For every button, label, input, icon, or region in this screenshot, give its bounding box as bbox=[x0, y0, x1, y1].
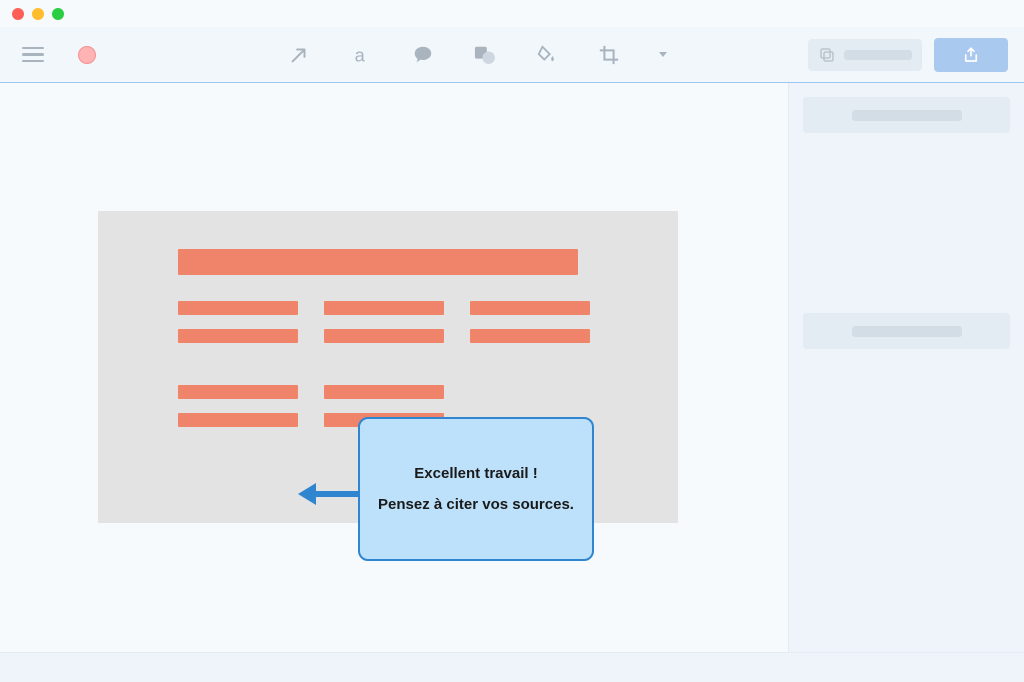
doc-row-1 bbox=[178, 301, 598, 343]
annotation-callout[interactable]: Excellent travail ! Pensez à citer vos s… bbox=[358, 417, 594, 561]
speech-bubble-icon bbox=[412, 44, 434, 66]
share-icon bbox=[962, 46, 980, 64]
fill-tool[interactable] bbox=[530, 38, 564, 72]
main-area: Excellent travail ! Pensez à citer vos s… bbox=[0, 83, 1024, 652]
record-button[interactable] bbox=[70, 38, 104, 72]
doc-title-bar bbox=[178, 249, 578, 275]
copy-label-placeholder bbox=[844, 50, 912, 60]
tool-palette: a bbox=[160, 38, 794, 72]
arrow-icon bbox=[288, 44, 310, 66]
comment-tool[interactable] bbox=[406, 38, 440, 72]
copy-icon bbox=[818, 46, 836, 64]
zoom-window-icon[interactable] bbox=[52, 8, 64, 20]
copy-button[interactable] bbox=[808, 39, 922, 71]
menu-button[interactable] bbox=[16, 38, 50, 72]
hamburger-icon bbox=[22, 47, 44, 63]
text-tool[interactable]: a bbox=[344, 38, 378, 72]
sidebar-card-1[interactable] bbox=[803, 97, 1010, 133]
paint-drop-icon bbox=[536, 44, 558, 66]
crop-icon bbox=[598, 44, 620, 66]
sidebar-card-2[interactable] bbox=[803, 313, 1010, 349]
shape-tool[interactable] bbox=[468, 38, 502, 72]
record-icon bbox=[78, 46, 96, 64]
crop-tool[interactable] bbox=[592, 38, 626, 72]
text-icon: a bbox=[350, 44, 372, 66]
annotation-line-1: Excellent travail ! bbox=[414, 465, 537, 482]
sidebar-card-2-placeholder bbox=[852, 326, 962, 337]
arrow-tool[interactable] bbox=[282, 38, 316, 72]
window-controls bbox=[12, 8, 64, 20]
more-tools-button[interactable] bbox=[654, 38, 672, 72]
shapes-icon bbox=[473, 44, 497, 66]
close-window-icon[interactable] bbox=[12, 8, 24, 20]
status-bar bbox=[0, 652, 1024, 682]
minimize-window-icon[interactable] bbox=[32, 8, 44, 20]
toolbar: a bbox=[0, 27, 1024, 83]
annotation-line-2: Pensez à citer vos sources. bbox=[378, 496, 574, 513]
sidebar-card-1-placeholder bbox=[852, 110, 962, 121]
svg-text:a: a bbox=[355, 44, 366, 65]
titlebar bbox=[0, 0, 1024, 27]
canvas[interactable]: Excellent travail ! Pensez à citer vos s… bbox=[0, 83, 788, 652]
chevron-down-icon bbox=[659, 52, 667, 57]
sidebar bbox=[788, 83, 1024, 652]
share-button[interactable] bbox=[934, 38, 1008, 72]
